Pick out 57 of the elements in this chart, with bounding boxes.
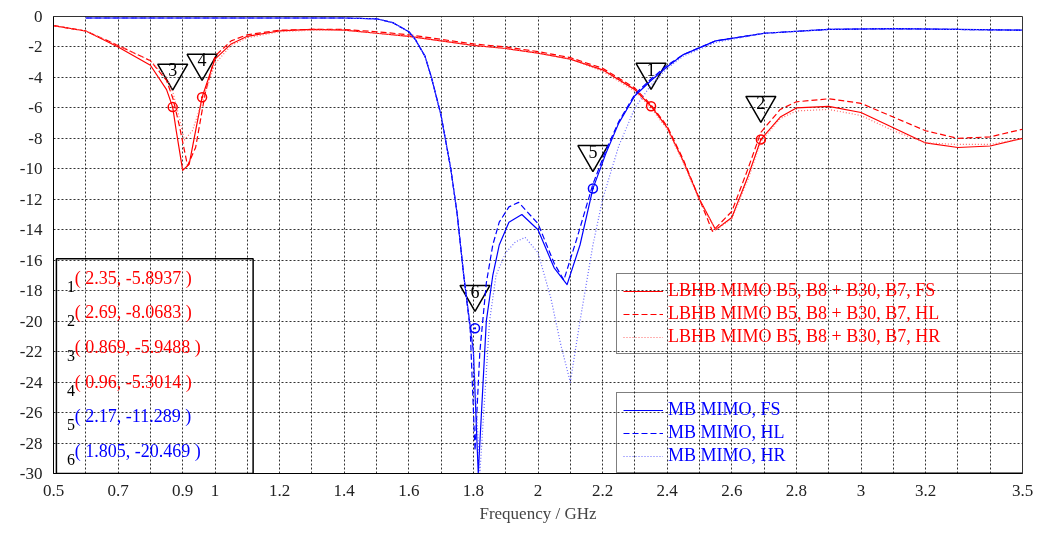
y-tick-label: -18 [19,281,43,301]
y-tick-label: -20 [19,311,43,331]
x-tick-label: 0.7 [107,480,130,500]
legend-label: MB MIMO, HL [668,422,786,443]
point [196,92,208,103]
annotation: ( 0.869, -5.9488 ) [74,337,201,359]
x-tick-label: 2.6 [721,480,743,500]
x-tick-label: 0.5 [42,480,65,500]
y-tick-label: 0 [34,7,43,26]
x-tick-label: 2.8 [785,480,808,500]
x-tick-label: 2.4 [656,480,679,500]
legend-label: LBHB MIMO B5, B8 + B30, B7, HR [668,326,942,347]
y-tick-label: -24 [19,372,43,392]
x-axis-title: Frequency / GHz [479,503,597,523]
x-tick-label: 0.9 [172,480,194,500]
y-tick-label: -28 [19,433,43,453]
legend-label: LBHB MIMO B5, B8 + B30, B7, FS [668,280,937,301]
x-tick-label: 2.2 [591,480,614,500]
y-tick-label: -8 [28,128,43,148]
text: 3 [67,347,76,365]
y-tick-label: -14 [19,220,43,240]
y-tick-label: -16 [19,250,43,270]
x-tick-label: 1.6 [398,480,420,500]
x-tick-label: 1 [210,480,220,500]
y-tick-label: -6 [28,98,43,118]
point [469,323,481,334]
annotation: ( 1.805, -20.469 ) [74,440,201,462]
legend-label: MB MIMO, HR [668,445,787,466]
point [645,101,657,112]
text: 6 [67,450,76,468]
x-tick-label: 3.5 [1011,480,1034,500]
annotation: ( 2.35, -5.8937 ) [74,267,192,289]
text: 5 [67,416,76,434]
annotation: ( 2.17, -11.289 ) [74,406,192,428]
y-tick-label: -26 [19,403,43,423]
legend-label: MB MIMO, FS [668,399,782,420]
point [167,101,178,113]
x-tick-label: 1.8 [462,480,485,500]
text: 2 [67,312,76,330]
legend-label: LBHB MIMO B5, B8 + B30, B7, HL [668,303,941,324]
y-tick-label: -30 [19,464,43,483]
y-tick-label: -2 [28,37,43,57]
y-tick-label: -12 [19,189,43,209]
x-tick-label: 3.2 [914,480,937,500]
text: 1 [67,277,76,295]
annotation: ( 0.96, -5.3014 ) [74,371,192,393]
point [755,134,767,145]
annotation: ( 2.69, -8.0683 ) [74,302,192,324]
point [587,183,599,194]
y-tick-label: -10 [19,159,43,179]
y-tick-label: -22 [19,342,43,362]
x-tick-label: 3 [856,480,866,500]
y-tick-label: -4 [28,67,43,87]
text: 4 [67,381,76,399]
x-tick-label: 2 [533,480,543,500]
x-tick-label: 1.2 [268,480,291,500]
x-tick-label: 1.4 [333,480,356,500]
